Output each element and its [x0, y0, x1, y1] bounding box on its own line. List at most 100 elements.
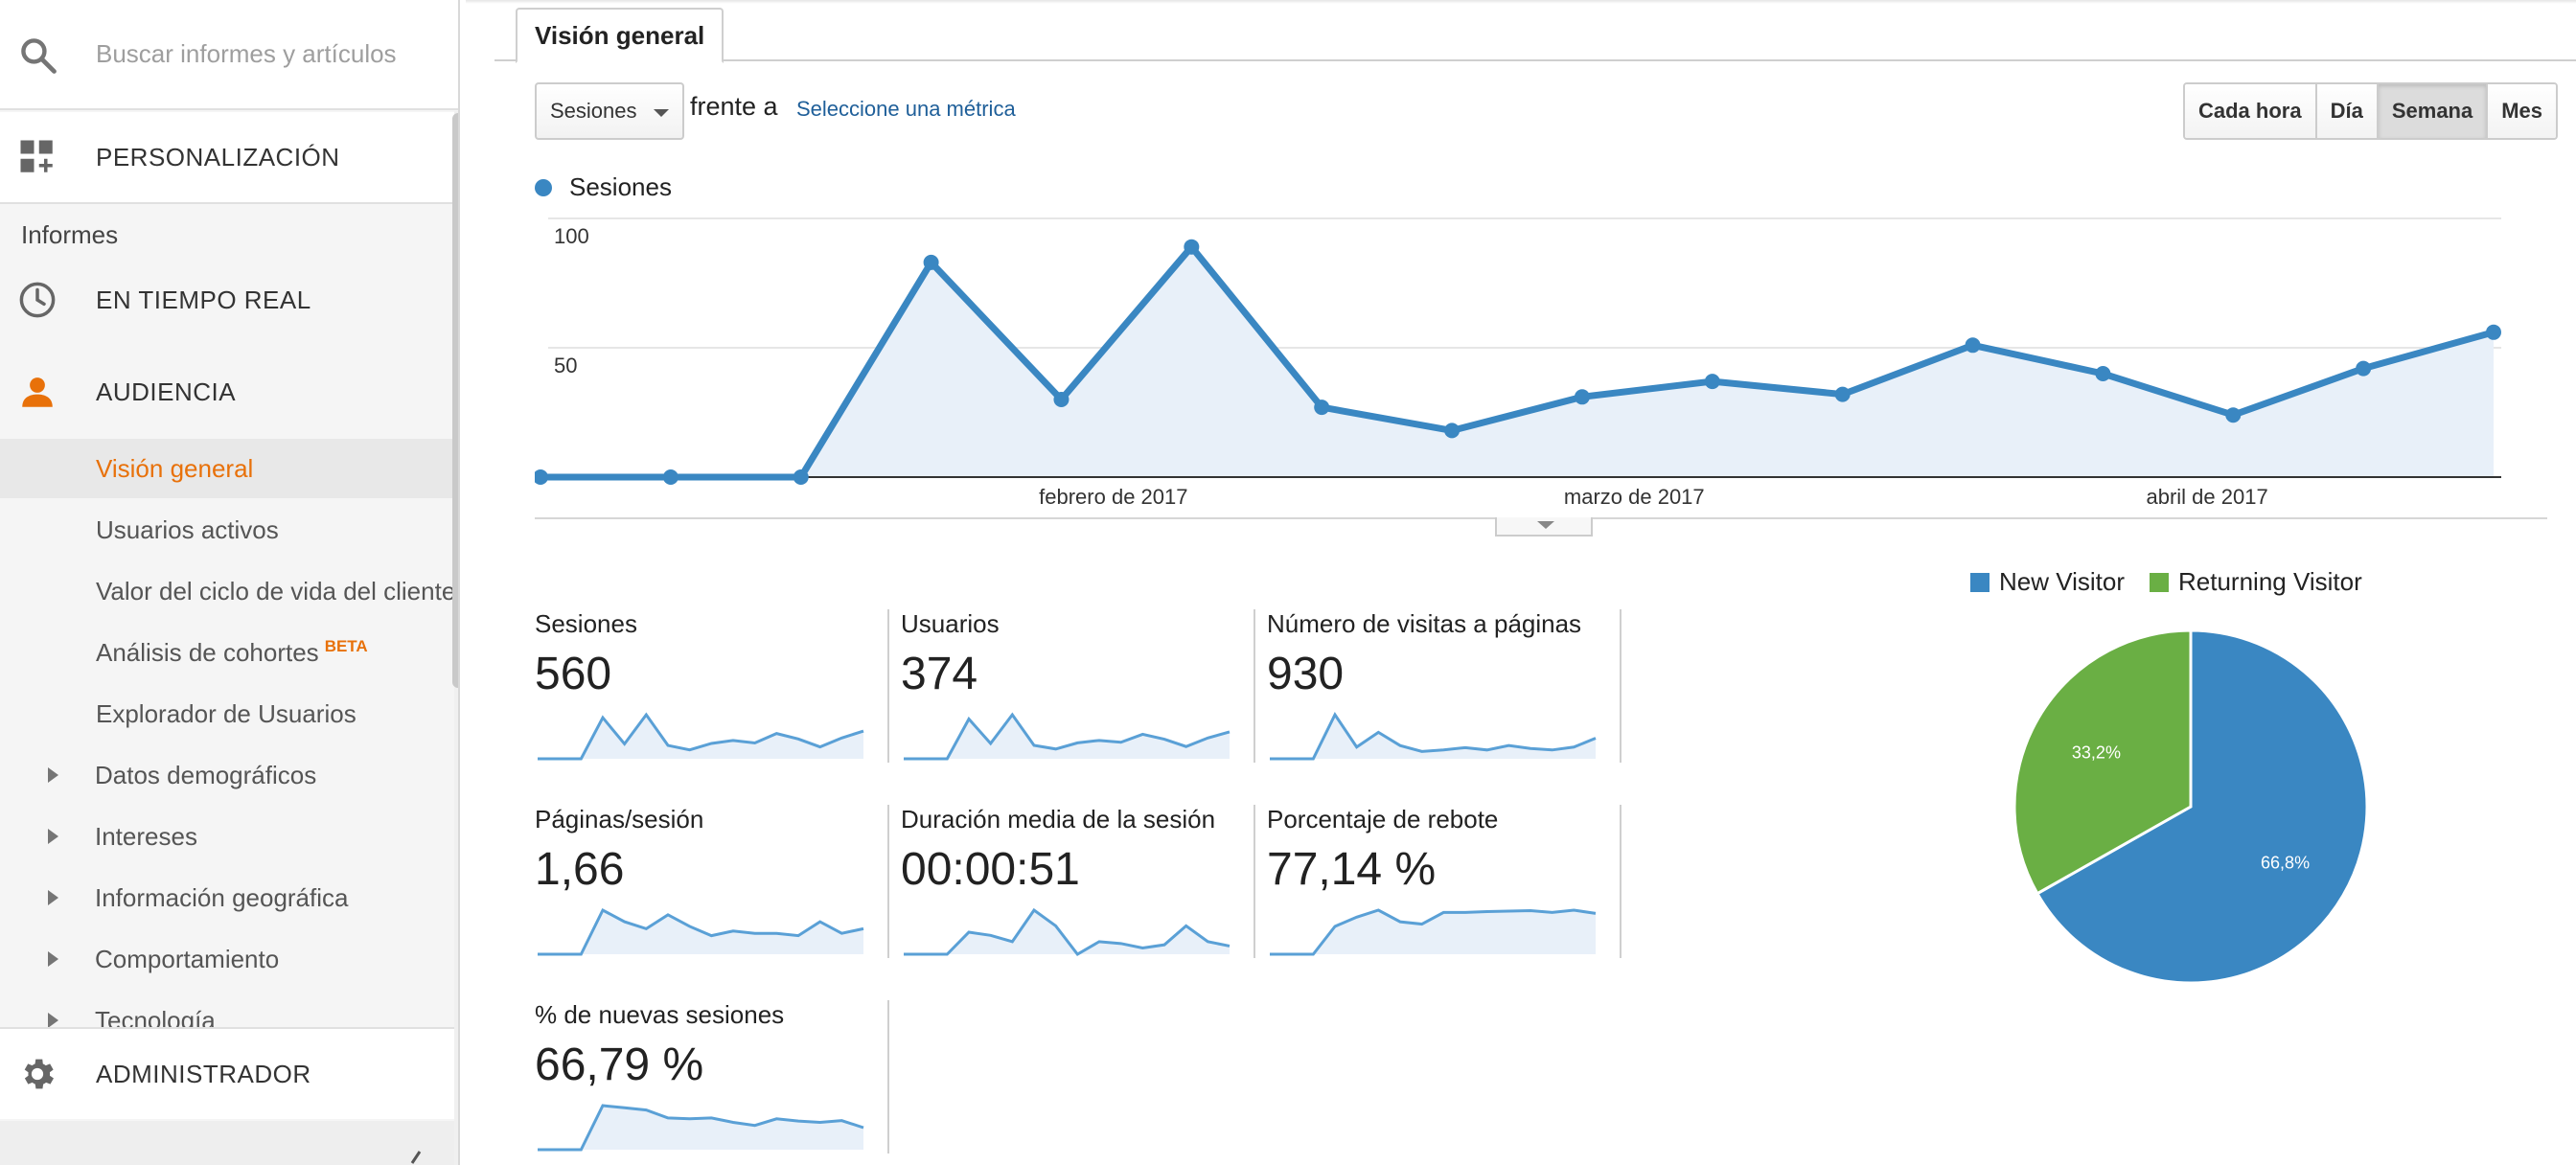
nav-personalizacion-label: PERSONALIZACIÓN: [96, 142, 340, 171]
sparkline-area: [538, 715, 863, 759]
metric-label: Número de visitas a páginas: [1267, 609, 1582, 638]
data-point: [793, 469, 809, 485]
metric-tile-usuarios[interactable]: Usuarios 374: [901, 609, 1255, 763]
pie-legend-returning-visitor[interactable]: Returning Visitor: [2150, 567, 2362, 597]
nav-audiencia[interactable]: AUDIENCIA: [0, 351, 454, 433]
sidebar-item-label: Usuarios activos: [96, 514, 279, 544]
chevron-down-icon: [654, 109, 669, 117]
legend-label: Sesiones: [569, 172, 672, 201]
nav-personalizacion[interactable]: PERSONALIZACIÓN: [0, 112, 454, 204]
sidebar-scrollbar[interactable]: [452, 113, 458, 688]
sparkline-area: [904, 910, 1230, 954]
dashboard-add-icon: [20, 140, 53, 172]
metric-tile-visitas-paginas[interactable]: Número de visitas a páginas 930: [1267, 609, 1622, 763]
sidebar-item-analisis-cohortes[interactable]: Análisis de cohortes BETA: [0, 623, 454, 682]
sparkline-area: [1270, 910, 1596, 954]
top-shadow: [466, 0, 2576, 4]
sparkline-line: [538, 907, 864, 956]
sparkline-line: [1270, 908, 1597, 956]
metric-select[interactable]: Sesiones: [535, 82, 684, 140]
data-point: [1965, 337, 1981, 354]
x-tick-label: febrero de 2017: [1039, 485, 1187, 509]
data-point: [2095, 366, 2111, 381]
tab-bar: [494, 0, 2576, 61]
search-input[interactable]: [96, 29, 441, 79]
nav-administrador[interactable]: ADMINISTRADOR: [0, 1027, 454, 1119]
chevron-left-icon[interactable]: [401, 1150, 429, 1165]
data-point: [1704, 374, 1720, 390]
granularity-month-button[interactable]: Mes: [2488, 84, 2557, 138]
metric-tile-sesiones[interactable]: Sesiones 560: [535, 609, 889, 763]
y-tick-label: 100: [554, 224, 589, 248]
metric-label: Páginas/sesión: [535, 805, 704, 834]
metric-value: 66,79 %: [535, 1039, 704, 1090]
data-point: [2356, 360, 2372, 377]
nav-audiencia-label: AUDIENCIA: [96, 377, 237, 406]
main-content: Visión general Sesiones frente a Selecci…: [466, 0, 2576, 1165]
data-point: [1444, 423, 1460, 439]
sessions-line-chart[interactable]: 100 50 febrero de 2017 marzo de 2017 abril d…: [535, 211, 2547, 517]
metric-value: 560: [535, 649, 612, 699]
granularity-hourly-button[interactable]: Cada hora: [2185, 84, 2317, 138]
sidebar-item-usuarios-activos[interactable]: Usuarios activos: [0, 500, 454, 560]
sidebar-item-comportamiento[interactable]: Comportamiento: [0, 929, 454, 989]
person-icon: [22, 377, 53, 407]
area-fill: [540, 246, 2494, 477]
pie-legend-new-visitor[interactable]: New Visitor: [1970, 567, 2125, 597]
sidebar-item-explorador-usuarios[interactable]: Explorador de Usuarios: [0, 684, 454, 743]
nav-administrador-label: ADMINISTRADOR: [96, 1059, 311, 1088]
versus-label: frente a: [690, 92, 778, 121]
sparkline-line: [904, 712, 1230, 761]
sidebar-item-label: Visión general: [96, 453, 254, 483]
data-point: [2225, 407, 2242, 423]
gear-icon: [24, 1059, 54, 1089]
data-point: [923, 254, 939, 270]
sparkline-area: [904, 715, 1230, 759]
data-point: [1834, 386, 1851, 402]
tab-vision-general[interactable]: Visión general: [516, 8, 724, 63]
sidebar-item-valor-ciclo-vida[interactable]: Valor del ciclo de vida del cliente: [0, 561, 455, 621]
sparkline-area: [1270, 715, 1596, 759]
granularity-day-button[interactable]: Día: [2316, 84, 2379, 138]
metric-tile-duracion-media[interactable]: Duración media de la sesión 00:00:51: [901, 805, 1255, 958]
metric-sparkline: [1270, 908, 1597, 956]
pie-slice-label: 33,2%: [2072, 743, 2121, 763]
select-metric-link[interactable]: Seleccione una métrica: [796, 97, 1016, 121]
visitor-type-pie-chart[interactable]: 66,8% 33,2%: [1999, 623, 2382, 1006]
legend-swatch: [2150, 572, 2170, 592]
sidebar-item-intereses[interactable]: Intereses: [0, 807, 454, 866]
sidebar-item-label: Datos demográficos: [95, 760, 317, 789]
sidebar-item-label: Información geográfica: [95, 882, 349, 912]
metric-tile-porcentaje-rebote[interactable]: Porcentaje de rebote 77,14 %: [1267, 805, 1622, 958]
search-bar: [0, 0, 458, 110]
legend-label: Returning Visitor: [2178, 567, 2362, 596]
metric-value: 00:00:51: [901, 844, 1080, 895]
granularity-week-button[interactable]: Semana: [2378, 84, 2489, 138]
legend-swatch: [535, 178, 552, 196]
sidebar-item-vision-general[interactable]: Visión general: [0, 439, 454, 498]
metric-value: 77,14 %: [1267, 844, 1437, 895]
search-icon[interactable]: [17, 34, 59, 77]
sidebar-item-label: Intereses: [95, 821, 197, 851]
x-tick-label: marzo de 2017: [1564, 485, 1705, 509]
expand-arrow-icon: [48, 829, 58, 844]
data-point: [1314, 400, 1330, 416]
nav-tiempo-real[interactable]: EN TIEMPO REAL: [0, 259, 454, 341]
expand-arrow-icon: [48, 951, 58, 967]
metric-tile-paginas-sesion[interactable]: Páginas/sesión 1,66: [535, 805, 889, 958]
pie-slice-label: 66,8%: [2261, 853, 2310, 872]
metric-label: Duración media de la sesión: [901, 805, 1216, 834]
expand-arrow-icon: [48, 1013, 58, 1028]
granularity-toggle: Cada hora Día Semana Mes: [2183, 82, 2559, 140]
pie-slice: [2012, 628, 2193, 896]
metric-value: 1,66: [535, 844, 625, 895]
sidebar-item-datos-demograficos[interactable]: Datos demográficos: [0, 745, 454, 805]
legend-label: New Visitor: [1999, 567, 2126, 596]
metric-tile-nuevas-sesiones[interactable]: % de nuevas sesiones 66,79 %: [535, 1000, 889, 1154]
sparkline-line: [538, 1104, 864, 1152]
chart-resize-handle[interactable]: [1495, 517, 1593, 537]
metric-label: Sesiones: [535, 609, 637, 638]
sidebar-item-label: Comportamiento: [95, 944, 280, 973]
legend-swatch: [1970, 572, 1990, 592]
sidebar-item-informacion-geografica[interactable]: Información geográfica: [0, 868, 454, 927]
